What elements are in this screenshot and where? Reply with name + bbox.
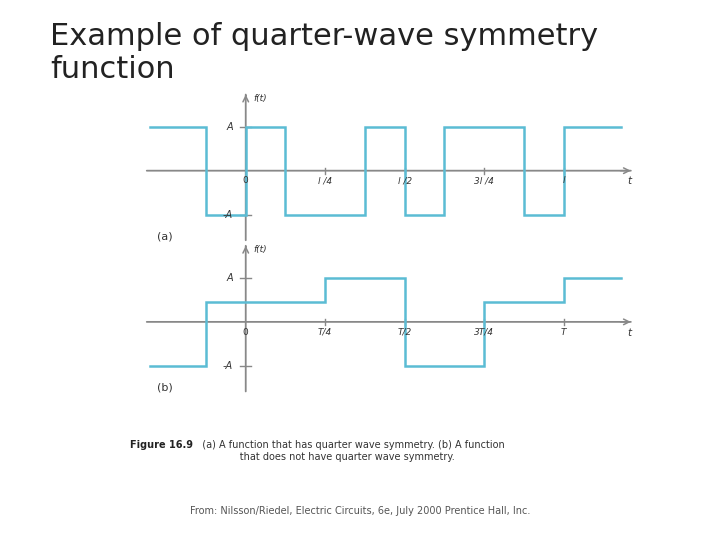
Text: t: t (627, 177, 631, 186)
Text: l /4: l /4 (318, 177, 332, 185)
Text: T/2: T/2 (397, 328, 412, 336)
Text: 0: 0 (243, 177, 248, 185)
Text: -A: -A (223, 361, 233, 371)
Text: Figure 16.9: Figure 16.9 (130, 440, 193, 450)
Text: T: T (561, 328, 567, 336)
Text: T/4: T/4 (318, 328, 333, 336)
Text: Example of quarter-wave symmetry
function: Example of quarter-wave symmetry functio… (50, 22, 598, 84)
Text: (a) A function that has quarter wave symmetry. (b) A function
              that: (a) A function that has quarter wave sym… (196, 440, 505, 462)
Text: -A: -A (223, 210, 233, 220)
Text: A: A (226, 122, 233, 132)
Text: f(t): f(t) (253, 245, 267, 254)
Text: l: l (562, 177, 565, 185)
Text: (a): (a) (157, 232, 172, 241)
Text: (b): (b) (157, 383, 173, 393)
Text: l /2: l /2 (397, 177, 412, 185)
Text: t: t (627, 328, 631, 338)
Text: f(t): f(t) (253, 94, 267, 103)
Text: 3T/4: 3T/4 (474, 328, 494, 336)
Text: A: A (226, 273, 233, 283)
Text: 3l /4: 3l /4 (474, 177, 494, 185)
Text: From: Nilsson/Riedel, Electric Circuits, 6e, July 2000 Prentice Hall, Inc.: From: Nilsson/Riedel, Electric Circuits,… (190, 505, 530, 516)
Text: 0: 0 (243, 328, 248, 336)
